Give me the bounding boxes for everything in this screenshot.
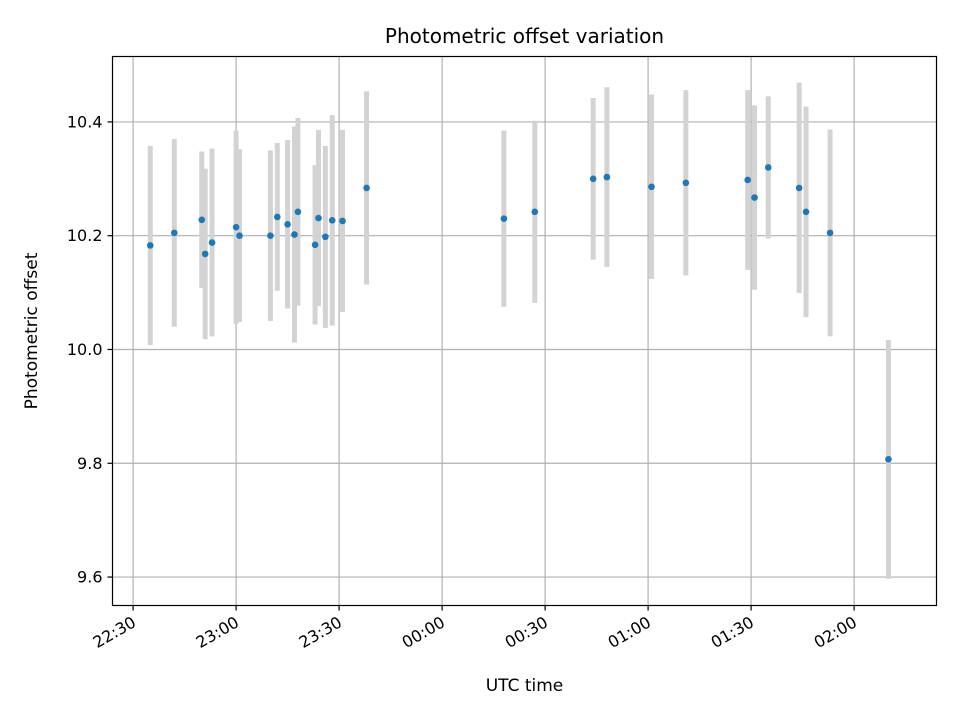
data-point — [531, 208, 539, 216]
x-tick-label: 22:30 — [90, 613, 139, 653]
data-point — [294, 208, 302, 216]
data-point — [267, 232, 274, 240]
data-point — [751, 194, 758, 201]
data-point — [208, 239, 216, 246]
error-bars — [147, 82, 891, 579]
x-axis-ticks: 22:30 23:00 23:30 00:00 00:30 01:00 01:30 02:00 — [90, 605, 860, 653]
data-point — [682, 179, 690, 187]
data-point — [328, 217, 336, 224]
data-points — [146, 164, 892, 463]
data-point — [339, 217, 346, 225]
data-point — [802, 208, 810, 216]
data-point — [826, 229, 834, 237]
data-point — [198, 216, 206, 224]
data-point — [363, 184, 370, 192]
data-point — [322, 233, 329, 241]
data-point — [311, 241, 319, 249]
y-tick-label: 10.0 — [67, 340, 103, 359]
data-point — [146, 242, 154, 249]
y-axis-ticks: 9.6 9.8 10.0 10.2 10.4 — [67, 112, 113, 587]
x-tick-label: 02:00 — [811, 613, 860, 653]
data-point — [201, 250, 209, 258]
x-tick-label: 00:30 — [502, 613, 551, 653]
plot-area-frame — [111, 55, 938, 607]
x-tick-label: 23:30 — [296, 613, 345, 653]
x-axis-title: UTC time — [486, 676, 564, 696]
y-tick-label: 10.4 — [67, 112, 103, 131]
data-point — [603, 173, 611, 181]
data-point — [232, 223, 240, 231]
data-point — [284, 221, 291, 228]
data-point — [648, 183, 655, 191]
data-point — [291, 231, 298, 238]
y-tick-label: 9.8 — [77, 454, 102, 473]
data-point — [274, 213, 281, 221]
data-point — [236, 232, 243, 240]
data-point — [795, 184, 803, 192]
data-point — [589, 175, 597, 183]
x-tick-label: 01:00 — [605, 613, 654, 653]
data-point — [315, 214, 322, 222]
data-point — [764, 164, 772, 171]
x-tick-label: 00:00 — [399, 613, 448, 653]
y-tick-label: 10.2 — [67, 226, 103, 245]
data-point — [171, 229, 178, 237]
x-tick-label: 01:30 — [708, 613, 757, 653]
y-tick-label: 9.6 — [77, 568, 102, 587]
x-tick-label: 23:00 — [193, 613, 242, 653]
chart-title: Photometric offset variation — [385, 24, 664, 48]
y-axis-title: Photometric offset — [22, 252, 42, 409]
data-point — [885, 455, 892, 463]
data-point — [744, 176, 751, 184]
data-point — [500, 215, 508, 222]
